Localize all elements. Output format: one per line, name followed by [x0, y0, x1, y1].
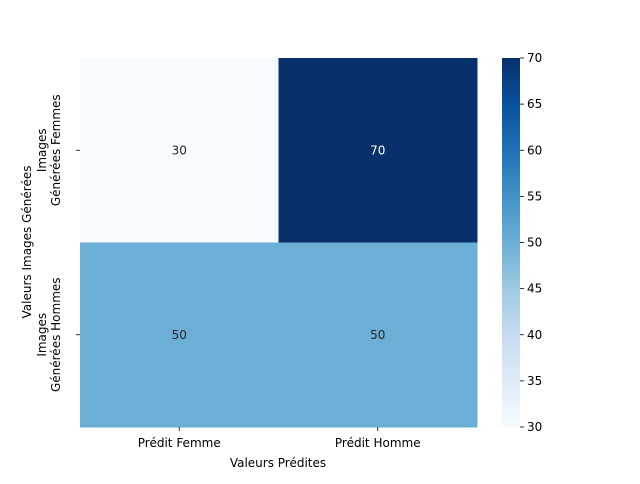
cell-annotations: 30 70 50 50 — [172, 143, 386, 342]
cell-annotation: 70 — [370, 143, 385, 157]
colorbar: 30 35 40 45 50 55 60 65 70 — [502, 51, 542, 434]
y-tick-label-line: Générées Femmes — [49, 94, 63, 206]
cell-annotation: 50 — [172, 328, 187, 342]
colorbar-gradient — [502, 58, 520, 427]
y-axis-label: Valeurs Images Générées — [20, 166, 34, 319]
y-tick-label-line: Images — [35, 313, 49, 357]
y-tick-label: Images Générées Hommes — [35, 277, 63, 392]
x-axis-label: Valeurs Prédites — [230, 456, 326, 470]
y-tick-label-line: Générées Hommes — [49, 277, 63, 392]
cell-annotation: 50 — [370, 328, 385, 342]
colorbar-tick-label: 50 — [527, 236, 542, 250]
heatmap-cell — [80, 242, 279, 428]
y-tick-label: Images Générées Femmes — [35, 94, 63, 206]
y-tick-label-line: Images — [35, 128, 49, 172]
x-tick-label: Prédit Femme — [138, 436, 221, 450]
heatmap-cell — [80, 58, 279, 243]
heatmap-cell — [278, 58, 478, 243]
colorbar-tick-label: 40 — [527, 328, 542, 342]
colorbar-tick-label: 65 — [527, 97, 542, 111]
heatmap-cells — [80, 58, 478, 428]
colorbar-tick-label: 30 — [527, 420, 542, 434]
cell-annotation: 30 — [172, 143, 187, 157]
heatmap-cell — [278, 242, 478, 428]
x-axis-ticks: Prédit Femme Prédit Homme — [138, 427, 421, 450]
colorbar-tick-label: 55 — [527, 189, 542, 203]
x-tick-label: Prédit Homme — [335, 436, 421, 450]
colorbar-tick-label: 45 — [527, 282, 542, 296]
colorbar-tick-label: 70 — [527, 51, 542, 65]
colorbar-tick-label: 35 — [527, 374, 542, 388]
colorbar-tick-label: 60 — [527, 143, 542, 157]
